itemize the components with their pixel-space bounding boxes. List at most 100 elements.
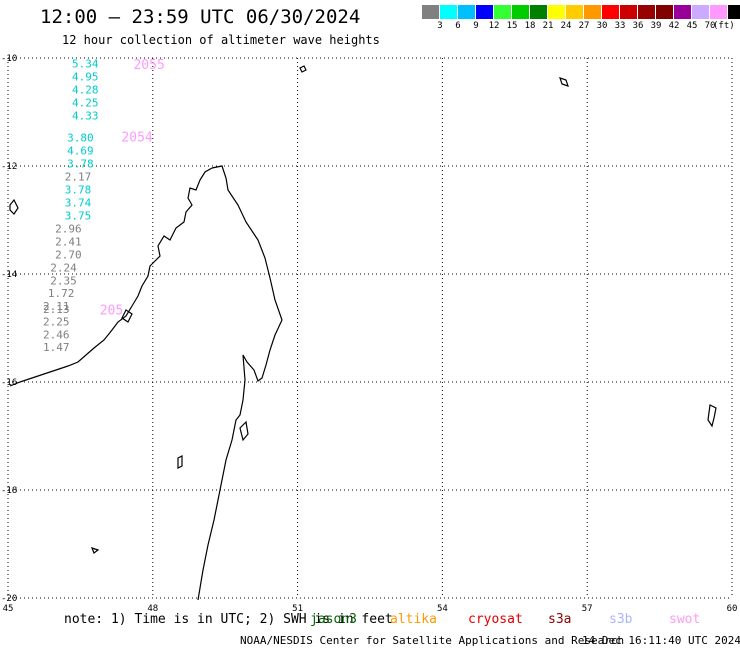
lat-tick-label: -16 — [1, 378, 17, 388]
colorbar-swatch — [638, 5, 656, 19]
lon-tick-label: 57 — [582, 604, 593, 614]
colorbar-tick-label: 9 — [473, 21, 479, 31]
colorbar-swatch — [512, 5, 530, 19]
colorbar-swatch — [710, 5, 728, 19]
colorbar-swatch — [422, 5, 440, 19]
satellite-legend-cryosat: cryosat — [468, 612, 523, 627]
colorbar-swatch — [602, 5, 620, 19]
map-title: 12:00 – 23:59 UTC 06/30/2024 — [40, 6, 361, 28]
wave-height-label: 2.96 — [55, 222, 82, 235]
map-subtitle: 12 hour collection of altimeter wave hei… — [62, 33, 380, 47]
wave-height-label: 4.28 — [72, 84, 99, 97]
offshore-island — [9, 198, 19, 215]
colorbar-swatch — [548, 5, 566, 19]
axis-ticks: 45 48 51 54 57 60 -10 -12 -14 -16 -18 -20 — [1, 54, 737, 614]
footnote-text: note: 1) Time is in UTC; 2) SWH is in fe… — [64, 612, 393, 627]
colorbar-tick-label: 39 — [650, 21, 662, 31]
map-grid — [7, 57, 733, 599]
coastline — [9, 65, 717, 601]
wave-height-label: 3.80 — [67, 132, 94, 145]
satellite-legend-s3a: s3a — [548, 612, 572, 627]
wave-height-label: 4.25 — [72, 97, 99, 110]
colorbar-tick-label: 21 — [542, 21, 554, 31]
lat-tick-label: -18 — [1, 486, 17, 496]
satellite-legend-swot: swot — [669, 612, 701, 627]
lat-tick-label: -20 — [1, 594, 17, 604]
wave-height-label: 1.72 — [48, 287, 75, 300]
offshore-island — [177, 455, 183, 469]
colorbar-labels: 3 6 9 12 15 18 21 24 27 30 33 36 39 42 45 70 — [422, 21, 740, 33]
pass-time-label: 2055 — [133, 58, 164, 73]
colorbar-swatch — [530, 5, 548, 19]
wave-height-label: 2.35 — [50, 274, 77, 287]
colorbar-swatch — [440, 5, 458, 19]
lon-tick-label: 51 — [292, 604, 303, 614]
wave-height-label: 4.95 — [72, 71, 99, 84]
footnote: note: 1) Time is in UTC; 2) SWH is in fe… — [64, 612, 399, 627]
colorbar-tick-label: 33 — [614, 21, 626, 31]
colorbar-swatch — [494, 5, 512, 19]
colorbar-tick-label: 27 — [578, 21, 590, 31]
colorbar-tick-label: 24 — [560, 21, 572, 31]
altimeter-tracks: 5.344.954.284.254.3320553.804.693.782.17… — [43, 58, 165, 355]
lat-tick-label: -12 — [1, 162, 17, 172]
wave-height-label: 3.78 — [67, 158, 94, 171]
wave-height-label: 4.33 — [72, 110, 99, 123]
colorbar-swatch — [674, 5, 692, 19]
colorbar-swatch — [728, 5, 740, 19]
wave-height-label: 5.34 — [72, 58, 99, 71]
offshore-island — [90, 547, 100, 554]
colorbar-tick-label: 3 — [437, 21, 443, 31]
satellite-legend-altika: altika — [390, 612, 437, 627]
wave-height-label: 2.25 — [43, 315, 70, 328]
wave-height-colorbar — [422, 5, 740, 19]
colorbar-tick-label: 12 — [488, 21, 500, 31]
colorbar-tick-label: 6 — [455, 21, 461, 31]
offshore-island — [239, 420, 249, 442]
colorbar-tick-label: 36 — [632, 21, 644, 31]
satellite-legend-s3b: s3b — [609, 612, 633, 627]
lon-tick-label: 54 — [437, 604, 448, 614]
colorbar-tick-label: 15 — [506, 21, 518, 31]
offshore-island — [559, 77, 569, 87]
wave-height-label: 3.75 — [65, 209, 92, 222]
wave-height-label: 2.24 — [50, 261, 77, 274]
footer-timestamp: 14 Dec 16:11:40 UTC 2024 — [582, 634, 740, 647]
wave-height-label: 2.41 — [55, 235, 82, 248]
pass-time-label: 205 — [100, 304, 123, 319]
colorbar-swatch — [566, 5, 584, 19]
wave-height-label: 2.13 — [43, 303, 70, 316]
madagascar-west-coastline — [9, 167, 213, 387]
satellite-legend-jason3: jason3 — [310, 612, 357, 627]
offshore-island — [707, 404, 717, 428]
wave-height-label: 4.69 — [67, 145, 94, 158]
credit-line: NOAA/NESDIS Center for Satellite Applica… — [240, 634, 625, 647]
wave-height-label: 3.78 — [65, 184, 92, 197]
madagascar-coastline — [197, 165, 283, 601]
colorbar-tick-label: 30 — [596, 21, 608, 31]
lon-tick-label: 60 — [727, 604, 738, 614]
lon-tick-label: 45 — [3, 604, 14, 614]
wave-height-label: 3.74 — [65, 197, 92, 210]
offshore-island — [121, 309, 133, 323]
lat-tick-label: -14 — [1, 270, 17, 280]
wave-height-label: 1.47 — [43, 341, 70, 354]
colorbar-tick-label: 42 — [668, 21, 680, 31]
colorbar-swatch — [620, 5, 638, 19]
colorbar-swatch — [692, 5, 710, 19]
offshore-island — [299, 65, 307, 73]
colorbar-swatch — [458, 5, 476, 19]
colorbar-swatch — [476, 5, 494, 19]
colorbar-tick-label: 45 — [686, 21, 698, 31]
wave-height-label: 2.11 — [43, 300, 70, 313]
colorbar-swatch — [584, 5, 602, 19]
wave-height-label: 2.17 — [65, 171, 92, 184]
colorbar-tick-label: 70 — [704, 21, 716, 31]
colorbar-tick-label: 18 — [524, 21, 536, 31]
colorbar-swatch — [656, 5, 674, 19]
pass-time-label: 2054 — [121, 131, 152, 146]
colorbar-units: (ft) — [713, 21, 735, 31]
lat-tick-label: -10 — [1, 54, 17, 64]
lon-tick-label: 48 — [147, 604, 158, 614]
